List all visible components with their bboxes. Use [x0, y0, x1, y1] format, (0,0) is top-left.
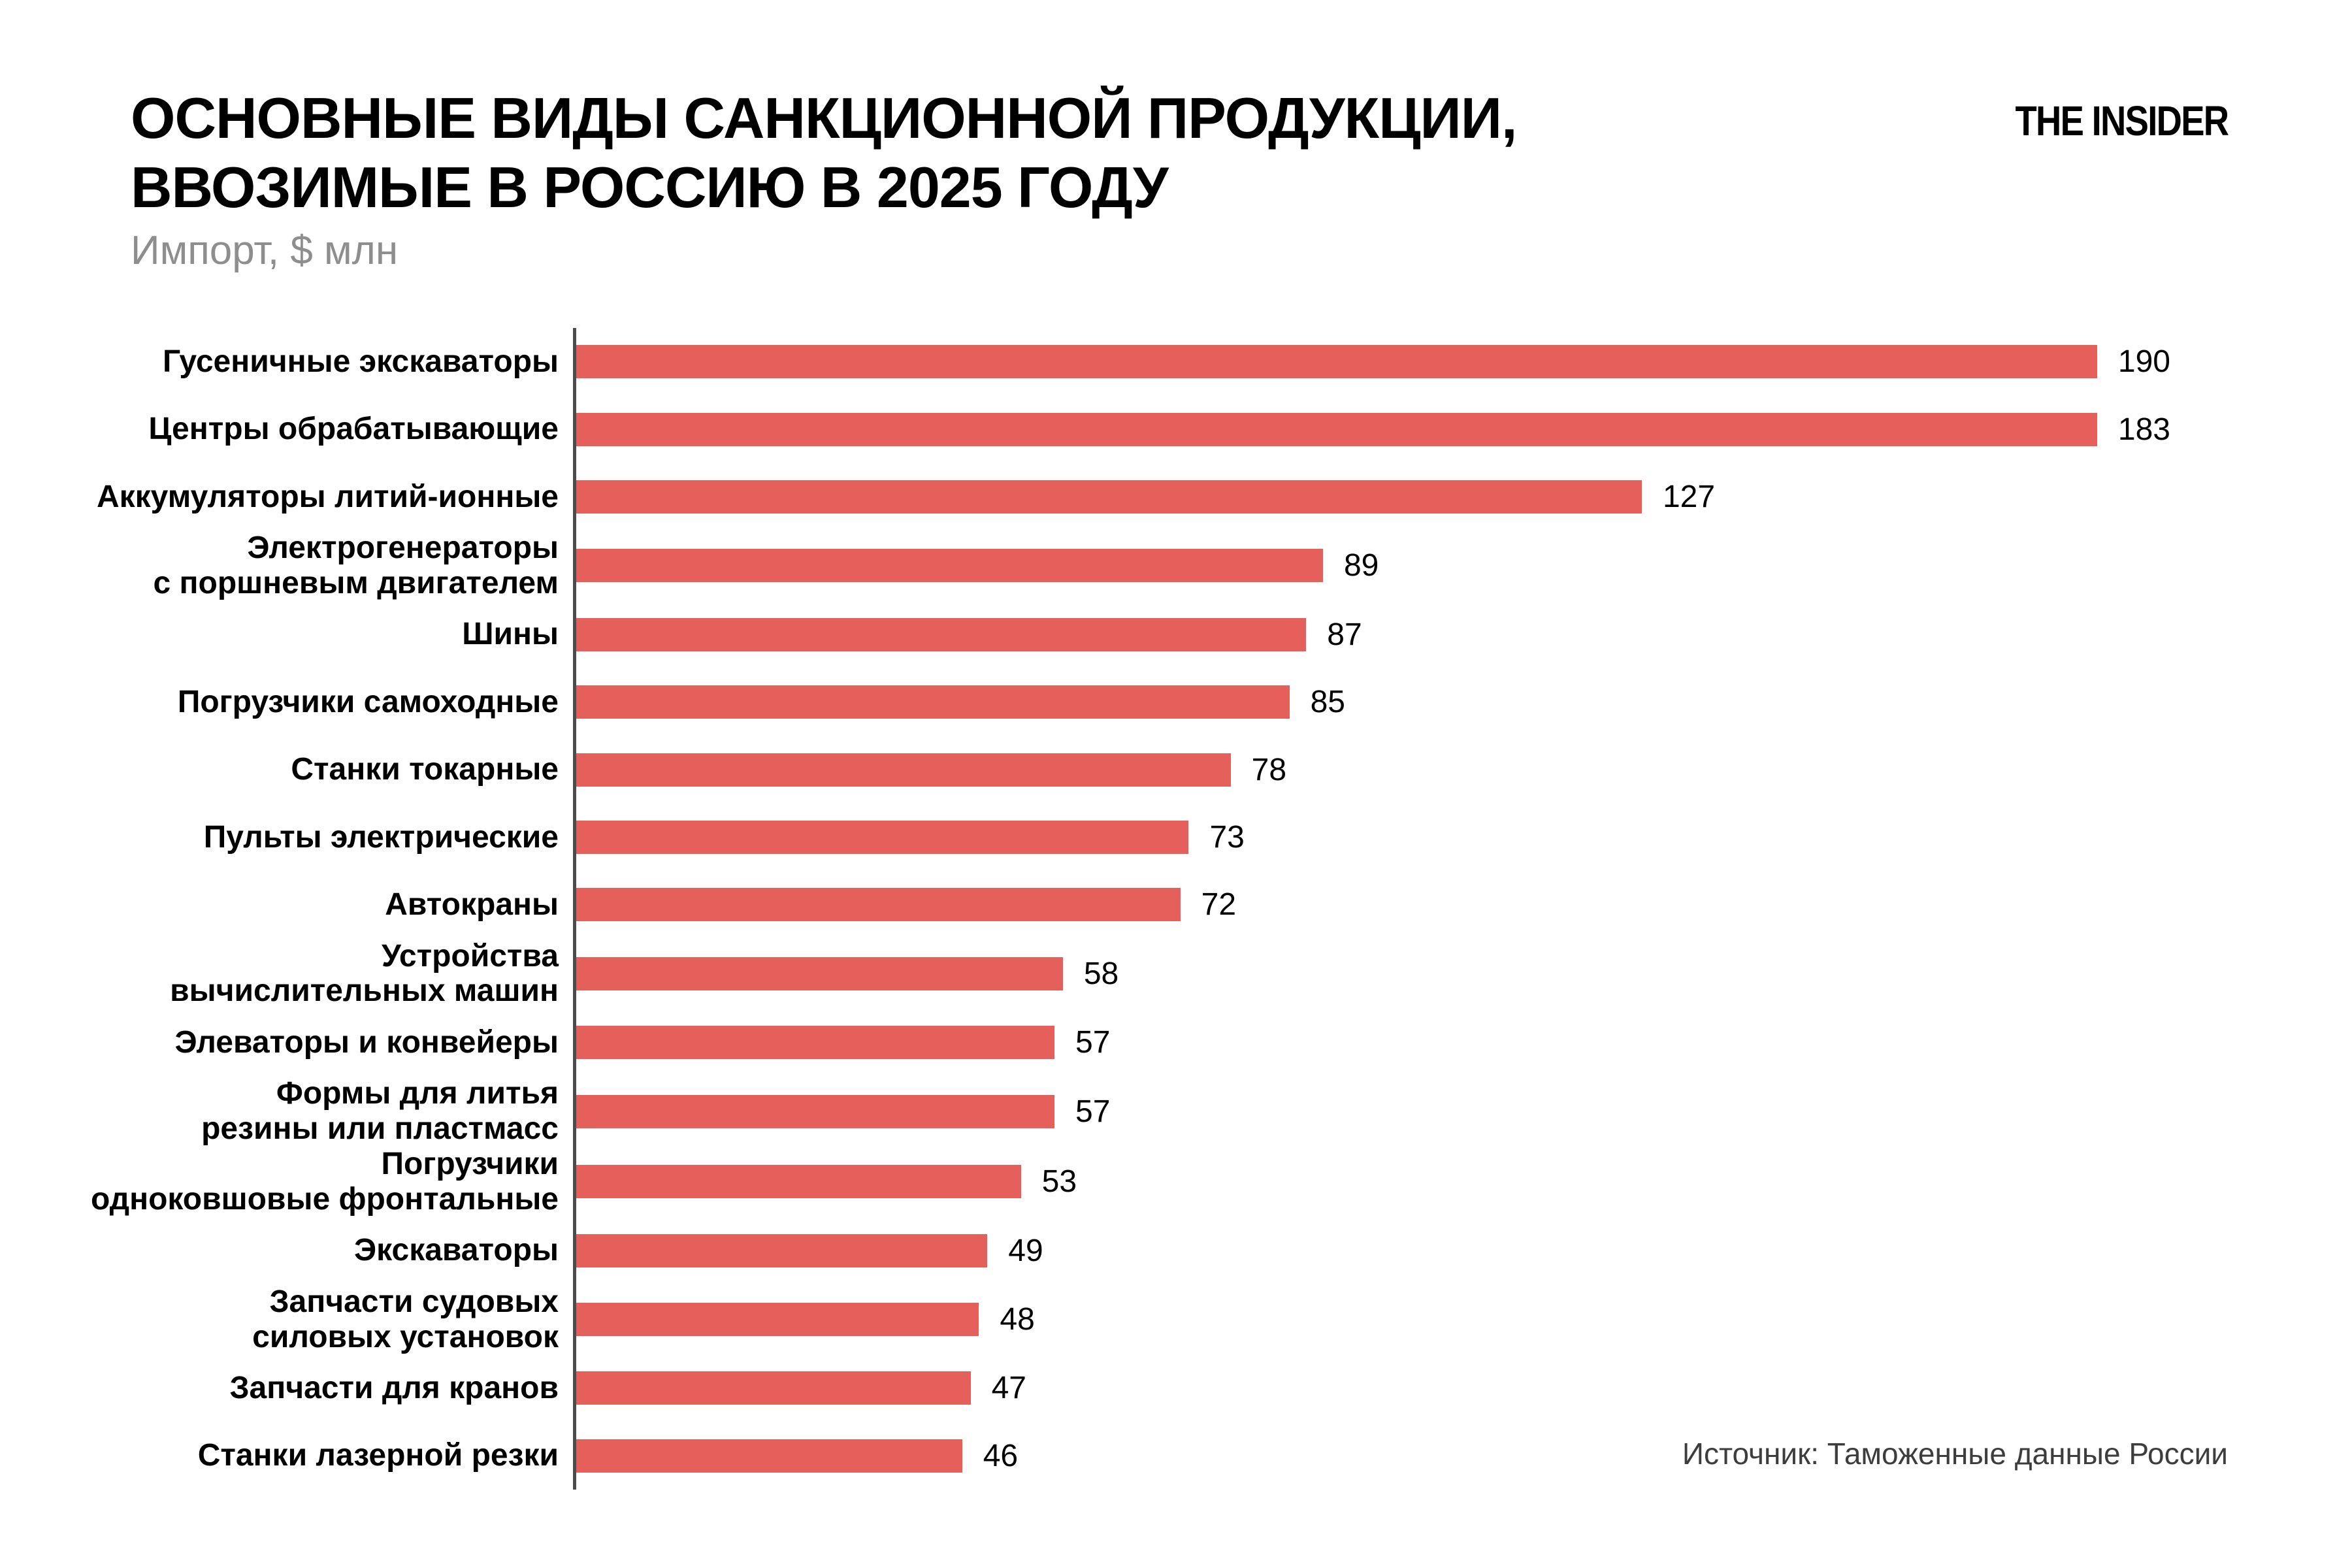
bar-area: 127 [576, 463, 2170, 531]
axis-line [573, 328, 576, 1490]
category-label: Аккумуляторы литий-ионные [96, 479, 559, 514]
category-label: Автокраны [385, 887, 559, 922]
bar-area: 85 [576, 668, 2170, 736]
category-label: Запчасти для кранов [229, 1371, 559, 1406]
bar-area: 89 [576, 531, 2170, 601]
bar-row: Станки токарные 78 [0, 736, 2352, 803]
value-label: 47 [991, 1371, 1026, 1406]
category-label: Погрузчики одноковшовые фронтальные [90, 1146, 559, 1217]
bar-area: 46 [576, 1422, 2170, 1490]
bar [576, 412, 2097, 446]
bar [576, 480, 1642, 514]
bar [576, 1165, 1021, 1199]
bar-area: 48 [576, 1284, 2170, 1355]
category-label: Станки лазерной резки [197, 1438, 559, 1473]
bar-row: Станки лазерной резки 46 [0, 1422, 2352, 1490]
bar [576, 1371, 971, 1405]
bar-row: Формы для литья резины или пластмасс 57 [0, 1076, 2352, 1147]
bar-row: Шины 87 [0, 601, 2352, 668]
source-note: Источник: Таможенные данные России [1682, 1437, 2228, 1471]
bar-row: Экскаваторы 49 [0, 1217, 2352, 1284]
bar-area: 57 [576, 1009, 2170, 1076]
category-label: Гусеничные экскаваторы [162, 344, 559, 379]
bar-area: 57 [576, 1076, 2170, 1147]
value-label: 87 [1327, 617, 1362, 652]
bar-area: 47 [576, 1354, 2170, 1422]
bar-chart: Гусеничные экскаваторы 190 Центры обраба… [0, 328, 2352, 1490]
bar [576, 1303, 979, 1336]
bar [576, 956, 1063, 990]
category-label: Электрогенераторы с поршневым двигателем [153, 531, 559, 600]
bar-row: Устройства вычислительных машин 58 [0, 939, 2352, 1009]
bar-row: Автокраны 72 [0, 871, 2352, 938]
value-label: 48 [1000, 1302, 1035, 1337]
bar-area: 183 [576, 395, 2170, 463]
bar [576, 1026, 1054, 1060]
bar [576, 685, 1290, 719]
bar [576, 549, 1323, 583]
category-label: Центры обрабатывающие [148, 412, 559, 447]
value-label: 53 [1041, 1164, 1077, 1200]
bar-row: Запчасти судовых силовых установок 48 [0, 1284, 2352, 1355]
logo-the-insider: THE INSIDER [2015, 97, 2229, 144]
bar-rows: Гусеничные экскаваторы 190 Центры обраба… [0, 328, 2352, 1490]
category-label: Формы для литья резины или пластмасс [201, 1076, 559, 1147]
bar-row: Погрузчики самоходные 85 [0, 668, 2352, 736]
bar-area: 49 [576, 1217, 2170, 1284]
chart-subtitle: Импорт, $ млн [131, 228, 399, 273]
bar [576, 1094, 1054, 1128]
category-label: Экскаваторы [353, 1233, 559, 1268]
category-label: Погрузчики самоходные [177, 684, 559, 719]
value-label: 78 [1251, 752, 1287, 787]
value-label: 127 [1662, 479, 1716, 514]
value-label: 49 [1008, 1233, 1043, 1268]
bar-area: 72 [576, 871, 2170, 938]
value-label: 46 [983, 1438, 1019, 1473]
value-label: 58 [1083, 956, 1119, 991]
bar [576, 345, 2097, 379]
bar-row: Элеваторы и конвейеры 57 [0, 1009, 2352, 1076]
value-label: 57 [1075, 1025, 1111, 1060]
bar-area: 87 [576, 601, 2170, 668]
bar-area: 53 [576, 1147, 2170, 1217]
value-label: 183 [2117, 412, 2170, 447]
bar-area: 73 [576, 804, 2170, 871]
bar-row: Погрузчики одноковшовые фронтальные 53 [0, 1147, 2352, 1217]
bar-row: Гусеничные экскаваторы 190 [0, 328, 2352, 395]
value-label: 190 [2117, 344, 2170, 380]
bar-area: 190 [576, 328, 2170, 395]
value-label: 57 [1075, 1094, 1111, 1129]
bar-row: Аккумуляторы литий-ионные 127 [0, 463, 2352, 531]
bar [576, 820, 1189, 854]
value-label: 73 [1209, 819, 1245, 855]
bar [576, 1439, 962, 1473]
value-label: 85 [1310, 685, 1345, 720]
value-label: 72 [1201, 887, 1237, 923]
bar [576, 617, 1307, 651]
bar-row: Электрогенераторы с поршневым двигателем… [0, 531, 2352, 601]
bar [576, 888, 1181, 922]
page-title: ОСНОВНЫЕ ВИДЫ САНКЦИОННОЙ ПРОДУКЦИИ, ВВО… [131, 86, 1517, 220]
bar [576, 1233, 988, 1267]
category-label: Запчасти судовых силовых установок [252, 1284, 559, 1354]
bar-row: Центры обрабатывающие 183 [0, 395, 2352, 463]
category-label: Станки токарные [291, 752, 559, 787]
category-label: Пульты электрические [203, 819, 559, 855]
bar-area: 78 [576, 736, 2170, 803]
bar-row: Запчасти для кранов 47 [0, 1354, 2352, 1422]
bar-row: Пульты электрические 73 [0, 804, 2352, 871]
category-label: Устройства вычислительных машин [170, 938, 559, 1009]
category-label: Шины [462, 617, 559, 652]
category-label: Элеваторы и конвейеры [174, 1024, 559, 1060]
bar-area: 58 [576, 939, 2170, 1009]
value-label: 89 [1343, 548, 1379, 583]
bar [576, 753, 1231, 787]
